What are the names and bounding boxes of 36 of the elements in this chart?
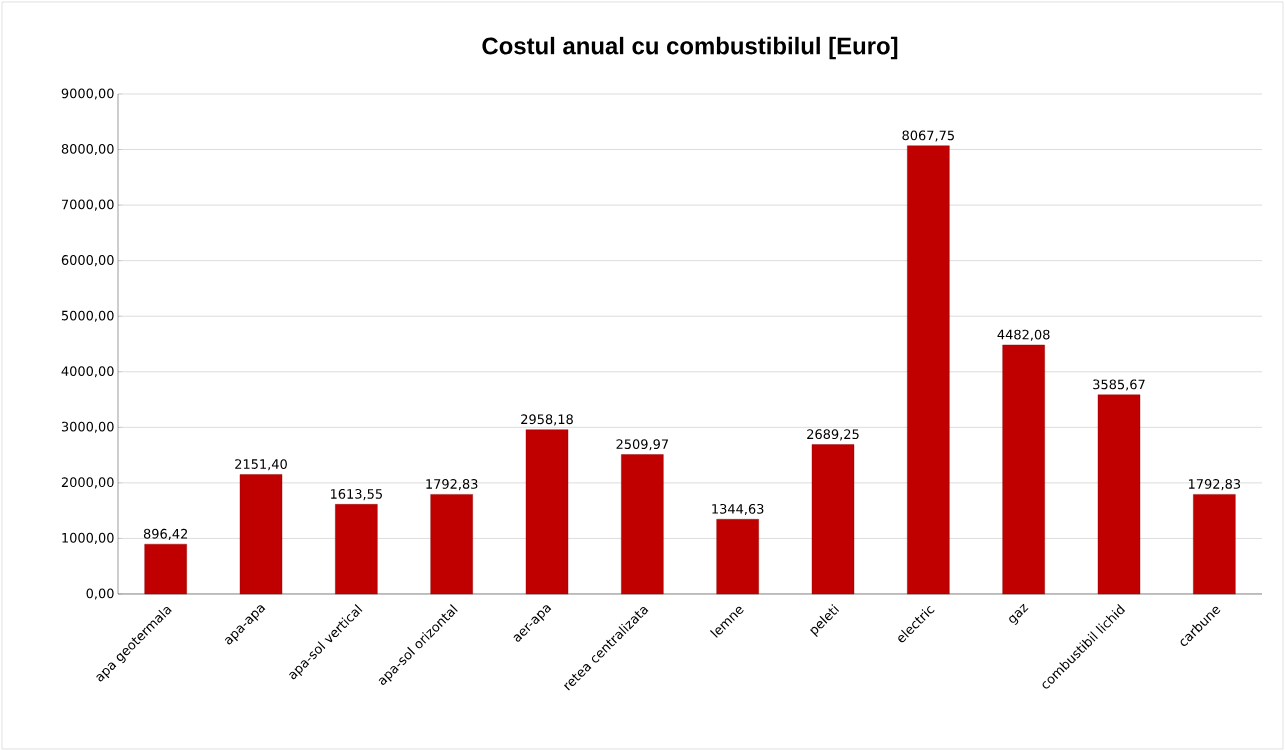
bar xyxy=(239,474,283,595)
data-label: 3585,67 xyxy=(1093,379,1145,391)
bar xyxy=(335,504,378,595)
bar xyxy=(430,494,473,595)
bar xyxy=(811,444,855,595)
data-label: 2151,40 xyxy=(235,459,287,471)
bar xyxy=(907,145,950,595)
y-tick-label: 4000,00 xyxy=(61,366,114,378)
y-tick-label: 3000,00 xyxy=(61,421,114,433)
data-label: 1344,63 xyxy=(712,503,764,516)
bar xyxy=(1193,494,1236,595)
data-label: 1792,83 xyxy=(426,479,478,491)
y-tick-label: 1000,00 xyxy=(62,532,114,544)
bar xyxy=(525,429,569,595)
y-tick-label: 2000,00 xyxy=(61,477,114,489)
y-tick-label: 7000,00 xyxy=(61,199,114,211)
data-label: 1613,55 xyxy=(330,489,382,501)
y-tick-label: 8000,00 xyxy=(61,143,114,156)
bar xyxy=(621,454,664,595)
y-tick-label: 0,00 xyxy=(86,588,114,600)
bar xyxy=(1097,394,1141,595)
data-label: 4482,08 xyxy=(997,329,1050,341)
data-label: 896,42 xyxy=(143,528,188,540)
chart-title: Costul anual cu combustibilul [Euro] xyxy=(482,36,898,60)
data-label: 2689,25 xyxy=(807,429,859,441)
bar xyxy=(1002,344,1045,595)
y-tick-label: 6000,00 xyxy=(61,255,114,267)
data-label: 8067,75 xyxy=(902,130,954,142)
bar xyxy=(716,519,759,595)
data-label: 2958,18 xyxy=(521,414,573,426)
y-tick-label: 9000,00 xyxy=(61,88,114,100)
bar xyxy=(144,543,187,595)
y-tick-label: 5000,00 xyxy=(61,310,114,322)
data-label: 1792,83 xyxy=(1188,479,1241,491)
data-label: 2509,97 xyxy=(616,439,668,451)
x-tick-label: gaz xyxy=(1009,603,1029,626)
